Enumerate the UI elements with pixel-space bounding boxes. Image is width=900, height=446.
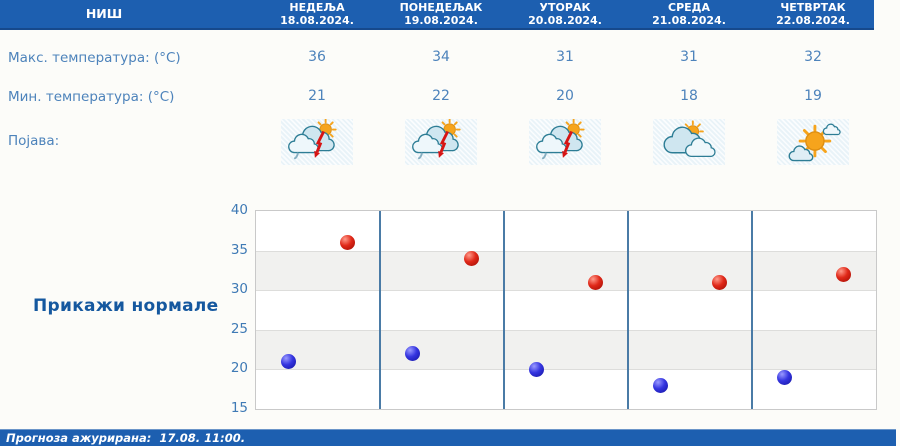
location-title: НИШ [85,6,123,21]
max-temp-dot [340,235,356,251]
day-header-sunday: НЕДЕЉА 18.08.2024. [255,1,379,27]
y-axis-tick-label: 35 [230,241,248,258]
day-date: 19.08.2024. [404,13,478,27]
min-temp-dot [776,369,792,385]
min-temp-value: 20 [556,88,574,104]
day-name: СРЕДА [668,1,710,14]
max-temp-dot [588,274,604,290]
storm-sun-rain-icon [536,119,585,160]
weather-icon-cell [281,119,353,165]
storm-sun-rain-icon [288,119,337,160]
max-temp-dot [836,266,852,282]
storm-sun-rain-icon [412,119,461,160]
min-temp-value: 19 [804,88,822,104]
day-separator-line [503,211,505,409]
min-temp-value: 18 [680,88,698,104]
chart-band [256,250,876,291]
day-date: 20.08.2024. [528,13,602,27]
day-header-tuesday: УТОРАК 20.08.2024. [503,1,627,27]
day-date: 21.08.2024. [652,13,726,27]
max-temp-value: 31 [556,49,574,65]
day-header-thursday: ЧЕТВРТАК 22.08.2024. [751,1,875,27]
day-header-monday: ПОНЕДЕЉАК 19.08.2024. [379,1,503,27]
min-temp-dot [404,346,420,362]
forecast-table-header: НИШ НЕДЕЉА 18.08.2024. ПОНЕДЕЉАК 19.08.2… [0,0,874,30]
weather-icon-cell [529,119,601,165]
footer-bar: Прогноза ажурирана: 17.08. 11:00. [0,429,896,446]
day-separator-line [627,211,629,409]
max-temp-value: 31 [680,49,698,65]
weather-icon-cell [777,119,849,165]
phenomenon-label: Појава: [8,133,60,149]
sunny-clouds-icon [788,123,841,162]
min-temp-dot [280,353,296,369]
y-axis-tick-label: 15 [230,400,248,416]
day-separator-line [751,211,753,409]
min-temp-dot [652,377,668,393]
min-temp-value: 22 [432,88,450,104]
weather-icon-cell [405,119,477,165]
max-temp-value: 36 [308,49,326,65]
min-temp-dot [528,361,544,377]
y-axis-tick-label: 25 [230,320,248,337]
max-temp-dot [464,251,480,267]
show-normals-link[interactable]: Прикажи нормале [33,296,219,316]
y-axis-tick-label: 40 [230,202,248,218]
chart-gridline [256,290,876,292]
partly-cloudy-icon [663,120,716,158]
y-axis-tick-label: 30 [230,281,248,298]
forecast-updated-text: Прогноза ажурирана: 17.08. 11:00. [6,431,246,445]
chart-gridline [256,250,876,252]
day-date: 22.08.2024. [776,13,850,27]
max-temp-value: 34 [432,49,450,65]
max-temp-dot [712,274,728,290]
day-name: ПОНЕДЕЉАК [399,1,483,14]
max-temp-label: Макс. температура: (°C) [8,50,181,66]
max-temp-value: 32 [804,49,822,65]
day-name: УТОРАК [539,1,591,14]
weather-icon-cell [653,119,725,165]
day-date: 18.08.2024. [280,13,354,27]
min-temp-value: 21 [308,88,326,104]
chart-gridline [256,369,876,371]
chart-band [256,329,876,370]
min-temp-label: Мин. температура: (°C) [8,89,175,105]
day-name: НЕДЕЉА [289,1,345,14]
day-header-wednesday: СРЕДА 21.08.2024. [627,1,751,27]
day-separator-line [379,211,381,409]
chart-gridline [256,329,876,331]
temperature-chart-plot-area [255,210,877,410]
day-name: ЧЕТВРТАК [780,1,846,14]
y-axis-tick-label: 20 [230,360,248,377]
